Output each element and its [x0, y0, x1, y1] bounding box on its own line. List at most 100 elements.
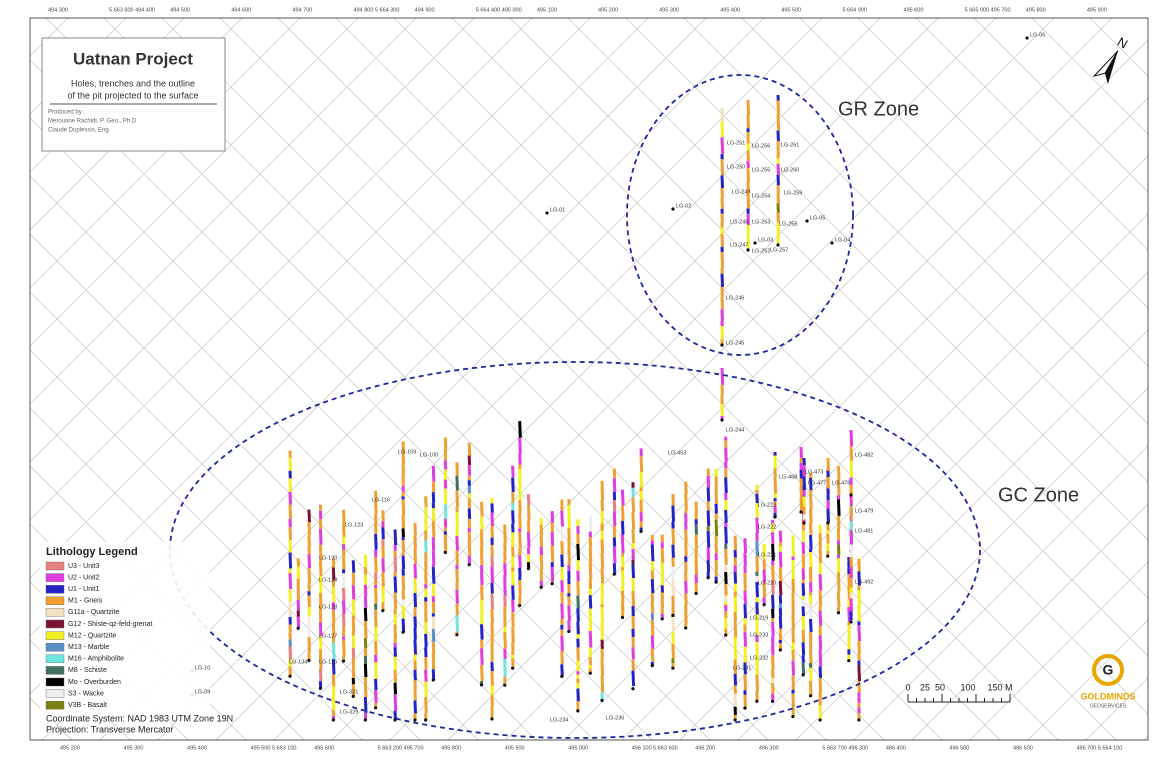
edge-coordinate: 496 100 5 663 600: [632, 745, 678, 751]
hole-segment: [395, 577, 396, 593]
hole-label: LG-02: [676, 203, 691, 209]
hole-label: LG-261: [781, 142, 799, 148]
hole-segment: [415, 639, 416, 654]
hole-segment: [290, 458, 291, 471]
collar: [621, 616, 624, 619]
hole-segment: [578, 581, 579, 596]
legend-label: U2 - Unit2: [68, 574, 100, 581]
hole-segment: [552, 567, 553, 582]
hole-segment: [602, 675, 603, 692]
edge-coordinate: 495 600: [314, 745, 334, 751]
hole-label: LG-236: [606, 715, 624, 721]
hole-segment: [552, 546, 553, 562]
collar: [720, 343, 723, 346]
hole-segment: [757, 642, 758, 655]
edge-coordinate: 495 400: [187, 745, 207, 751]
hole-segment: [602, 540, 603, 554]
hole-label: LG-477: [808, 480, 826, 486]
hole-segment: [622, 570, 623, 585]
hole-segment: [828, 509, 829, 522]
collar: [332, 718, 335, 721]
hole-segment: [773, 506, 774, 520]
collar: [755, 700, 758, 703]
hole-segment: [562, 636, 563, 651]
hole-segment: [309, 622, 310, 637]
hole-segment: [745, 538, 746, 553]
legend-swatch: [46, 562, 64, 570]
collar: [468, 563, 471, 566]
hole-segment: [403, 515, 404, 529]
hole-segment: [838, 499, 839, 515]
hole-segment: [403, 556, 404, 570]
hole-label: LG-248: [730, 219, 748, 225]
collar: [857, 718, 860, 721]
hole-segment: [602, 553, 603, 567]
hole-segment: [641, 472, 642, 487]
hole-segment: [513, 572, 514, 586]
hole-segment: [851, 530, 852, 544]
hole-segment: [652, 635, 653, 648]
hole-label: LG-134: [289, 659, 307, 665]
hole-segment: [820, 574, 821, 590]
hole-segment: [541, 555, 542, 570]
hole-segment: [578, 596, 579, 609]
zone-label: GC Zone: [998, 484, 1079, 506]
hole-segment: [492, 671, 493, 685]
hole-label: LG-128: [319, 604, 337, 610]
hole-segment: [673, 644, 674, 658]
hole-label: LG-234: [550, 717, 568, 723]
hole-segment: [652, 620, 653, 635]
hole-segment: [780, 552, 781, 568]
hole-segment: [811, 668, 812, 681]
hole-segment: [309, 510, 310, 523]
hole-label: LG-329: [340, 709, 358, 715]
hole-segment: [309, 522, 310, 535]
hole-segment: [562, 511, 563, 527]
legend-swatch: [46, 632, 64, 640]
hole-segment: [748, 100, 749, 115]
subtitle: Holes, trenches and the outline: [71, 78, 195, 88]
hole-segment: [383, 546, 384, 559]
collar: [381, 609, 384, 612]
hole-segment: [433, 629, 434, 642]
hole-segment: [433, 466, 434, 482]
legend-label: M12 - Quartzite: [68, 632, 116, 639]
hole-segment: [492, 513, 493, 526]
hole-segment: [811, 535, 812, 549]
hole-segment: [445, 489, 446, 505]
hole-segment: [457, 569, 458, 582]
hole-label: LG-321: [340, 689, 358, 695]
hole-label: LG-03: [758, 237, 773, 243]
hole-segment: [426, 634, 427, 648]
hole-segment: [602, 486, 603, 500]
hole-segment: [365, 664, 366, 677]
hole-segment: [793, 615, 794, 629]
hole-segment: [780, 581, 781, 595]
hole-segment: [849, 607, 850, 622]
collar: [527, 567, 530, 570]
hole-label: LG-260: [781, 167, 799, 173]
collar: [518, 604, 521, 607]
hole-label: LG-100: [420, 452, 438, 458]
hole-segment: [482, 648, 483, 665]
collar: [826, 555, 829, 558]
hole-segment: [708, 511, 709, 527]
hole-segment: [469, 443, 470, 456]
hole-segment: [505, 664, 506, 677]
hole-segment: [395, 556, 396, 572]
hole-segment: [457, 536, 458, 551]
hole-segment: [686, 542, 687, 556]
title-box: Uatnan Project Holes, trenches and the o…: [42, 38, 225, 151]
hole-segment: [395, 530, 396, 546]
hole-segment: [602, 662, 603, 676]
hole-label: LG-126: [319, 659, 337, 665]
hole-label: LG-129: [319, 577, 337, 583]
collar: [490, 717, 493, 720]
legend-label: M8 - Schiste: [68, 667, 107, 674]
hole-segment: [578, 647, 579, 660]
collar: [307, 659, 310, 662]
hole-segment: [569, 605, 570, 621]
hole-segment: [365, 683, 366, 697]
hole-segment: [505, 583, 506, 596]
collar: [762, 603, 765, 606]
